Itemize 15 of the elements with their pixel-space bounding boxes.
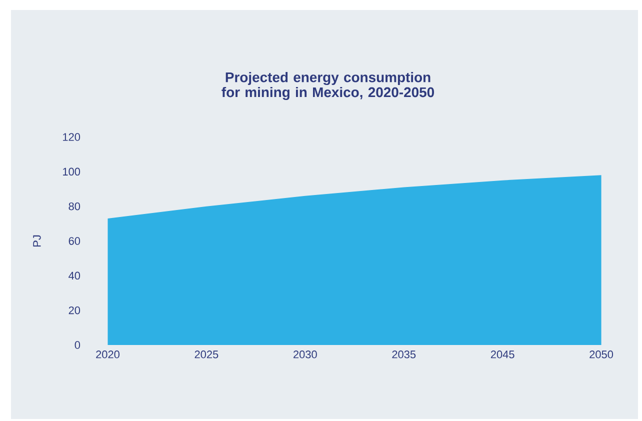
y-tick-label: 80 — [68, 202, 80, 210]
y-tick-label: 120 — [63, 133, 80, 141]
x-tick-label: 2035 — [392, 350, 416, 358]
y-tick-label: 20 — [68, 306, 80, 314]
y-tick-label: 40 — [68, 272, 80, 280]
x-tick-label: 2030 — [294, 350, 317, 358]
y-axis-title: PJ — [33, 235, 41, 246]
chart-title: Projected energy consumption for mining in Mexico, 2020-2050 — [222, 72, 434, 100]
y-tick-label: 100 — [63, 168, 80, 176]
x-tick-label: 2045 — [490, 350, 514, 358]
x-tick-label: 2050 — [590, 350, 614, 358]
x-tick-label: 2020 — [96, 350, 120, 358]
y-tick-label: 60 — [68, 237, 80, 245]
x-tick-label: 2025 — [194, 350, 218, 358]
y-tick-label: 0 — [74, 341, 80, 349]
